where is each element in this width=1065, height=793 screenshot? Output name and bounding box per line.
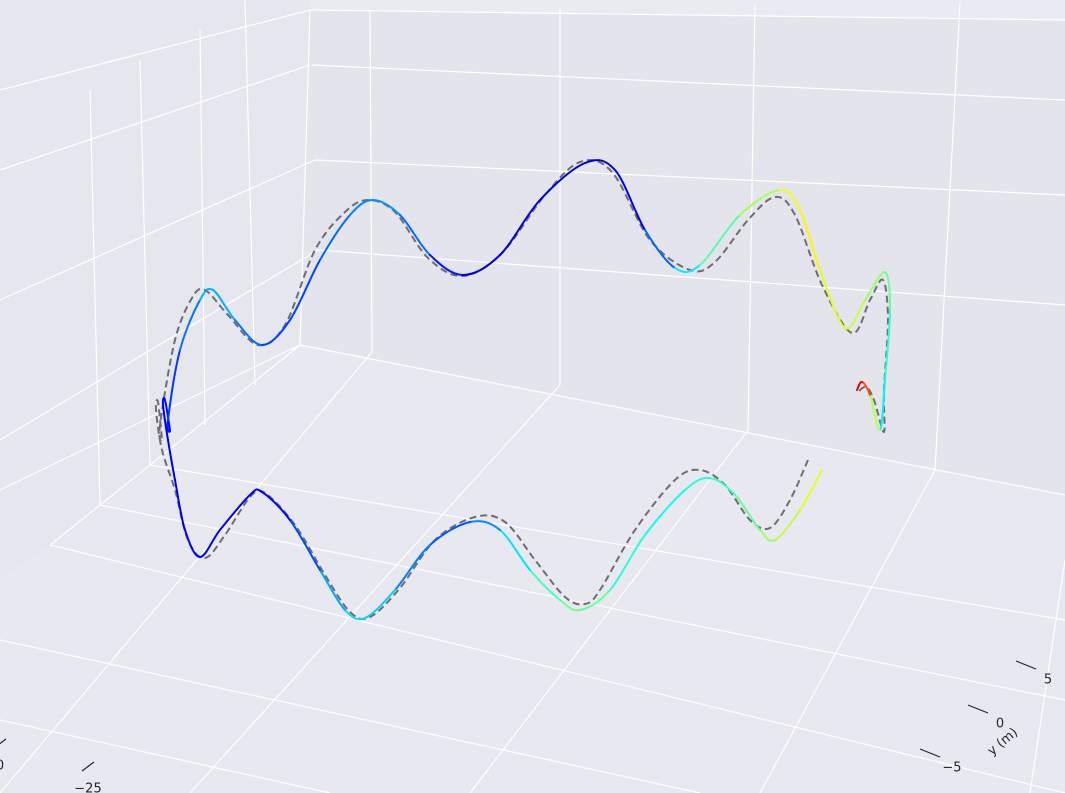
trajectory-segment [856,380,863,391]
trajectory-segment [394,544,431,591]
trajectory-segment [884,309,891,381]
y-tick-label: 0 [996,717,1004,732]
trajectory-segment [319,214,351,261]
trajectory-segment [344,609,366,621]
trajectory-segment [684,476,711,491]
trajectory-segment [179,299,201,351]
trajectory-segment [174,479,186,531]
trajectory-segment [584,159,616,171]
trajectory-segment [674,264,701,273]
trajectory-segment [499,529,531,571]
trajectory-segment [609,534,646,591]
trajectory-segment [864,271,886,301]
y-tick-label: 5 [1044,673,1052,688]
trajectory-segment [774,509,801,541]
trajectory-segment [884,271,891,311]
trajectory-segment [289,519,321,571]
back-pane [300,10,1065,495]
marks [154,159,891,621]
trajectory-segment [162,404,169,441]
trajectory-segment [219,494,251,531]
trajectory-segment [289,259,321,321]
trajectory-segment [249,488,263,496]
floor-pane [0,345,1065,793]
left-pane [0,0,310,580]
trajectory-segment [261,491,291,521]
trajectory-segment [644,229,676,269]
trajectory-segment [167,439,176,481]
trajectory-segment [739,189,781,216]
trajectory-segment [429,254,464,276]
reference-path [154,159,890,621]
x-tick [81,761,95,772]
trajectory-segment [614,169,646,231]
trajectory-segment [529,569,561,601]
trajectory-segment [819,269,846,329]
trajectory-segment [166,419,172,433]
y-tick-label: −5 [942,761,961,776]
trajectory-segment [234,319,263,346]
y-tick [1015,660,1037,670]
trajectory-segment [499,199,541,256]
trajectory-segment [779,188,801,211]
x-tick-label: −25 [74,782,101,793]
trajectory-segment [469,520,501,531]
trajectory-segment [319,569,346,611]
trajectory-segment [429,521,471,546]
trajectory-segment [699,214,741,266]
trajectory-segment [799,469,823,511]
trajectory-segment [184,529,201,558]
y-tick [967,704,989,714]
trajectory-segment [869,394,881,432]
trajectory-segment [799,209,821,271]
trajectory-segment [199,529,221,558]
trajectory-segment [559,599,581,612]
floor-grid [0,344,1065,793]
trajectory-segment [734,494,761,531]
trajectory-segment [709,477,736,496]
y-tick [919,748,941,758]
trajectory-segment [364,589,396,619]
trajectory-segment [844,299,866,330]
trajectory-segment [212,289,236,321]
trajectory-segment [199,287,214,301]
trajectory-segment [759,529,776,542]
trajectory-segment [539,162,586,201]
trajectory-segment [349,199,374,216]
trajectory-segment [579,589,611,611]
trajectory-segment [372,199,401,216]
trajectory-segment [261,319,291,346]
trajectory-segment [167,349,181,421]
trajectory-segment [879,379,886,431]
trajectory-segment [644,489,686,536]
x-tick-label: 0 [0,759,4,774]
x-tick [0,738,7,745]
trajectory-segment [399,214,431,256]
trajectory-segment [462,254,501,276]
